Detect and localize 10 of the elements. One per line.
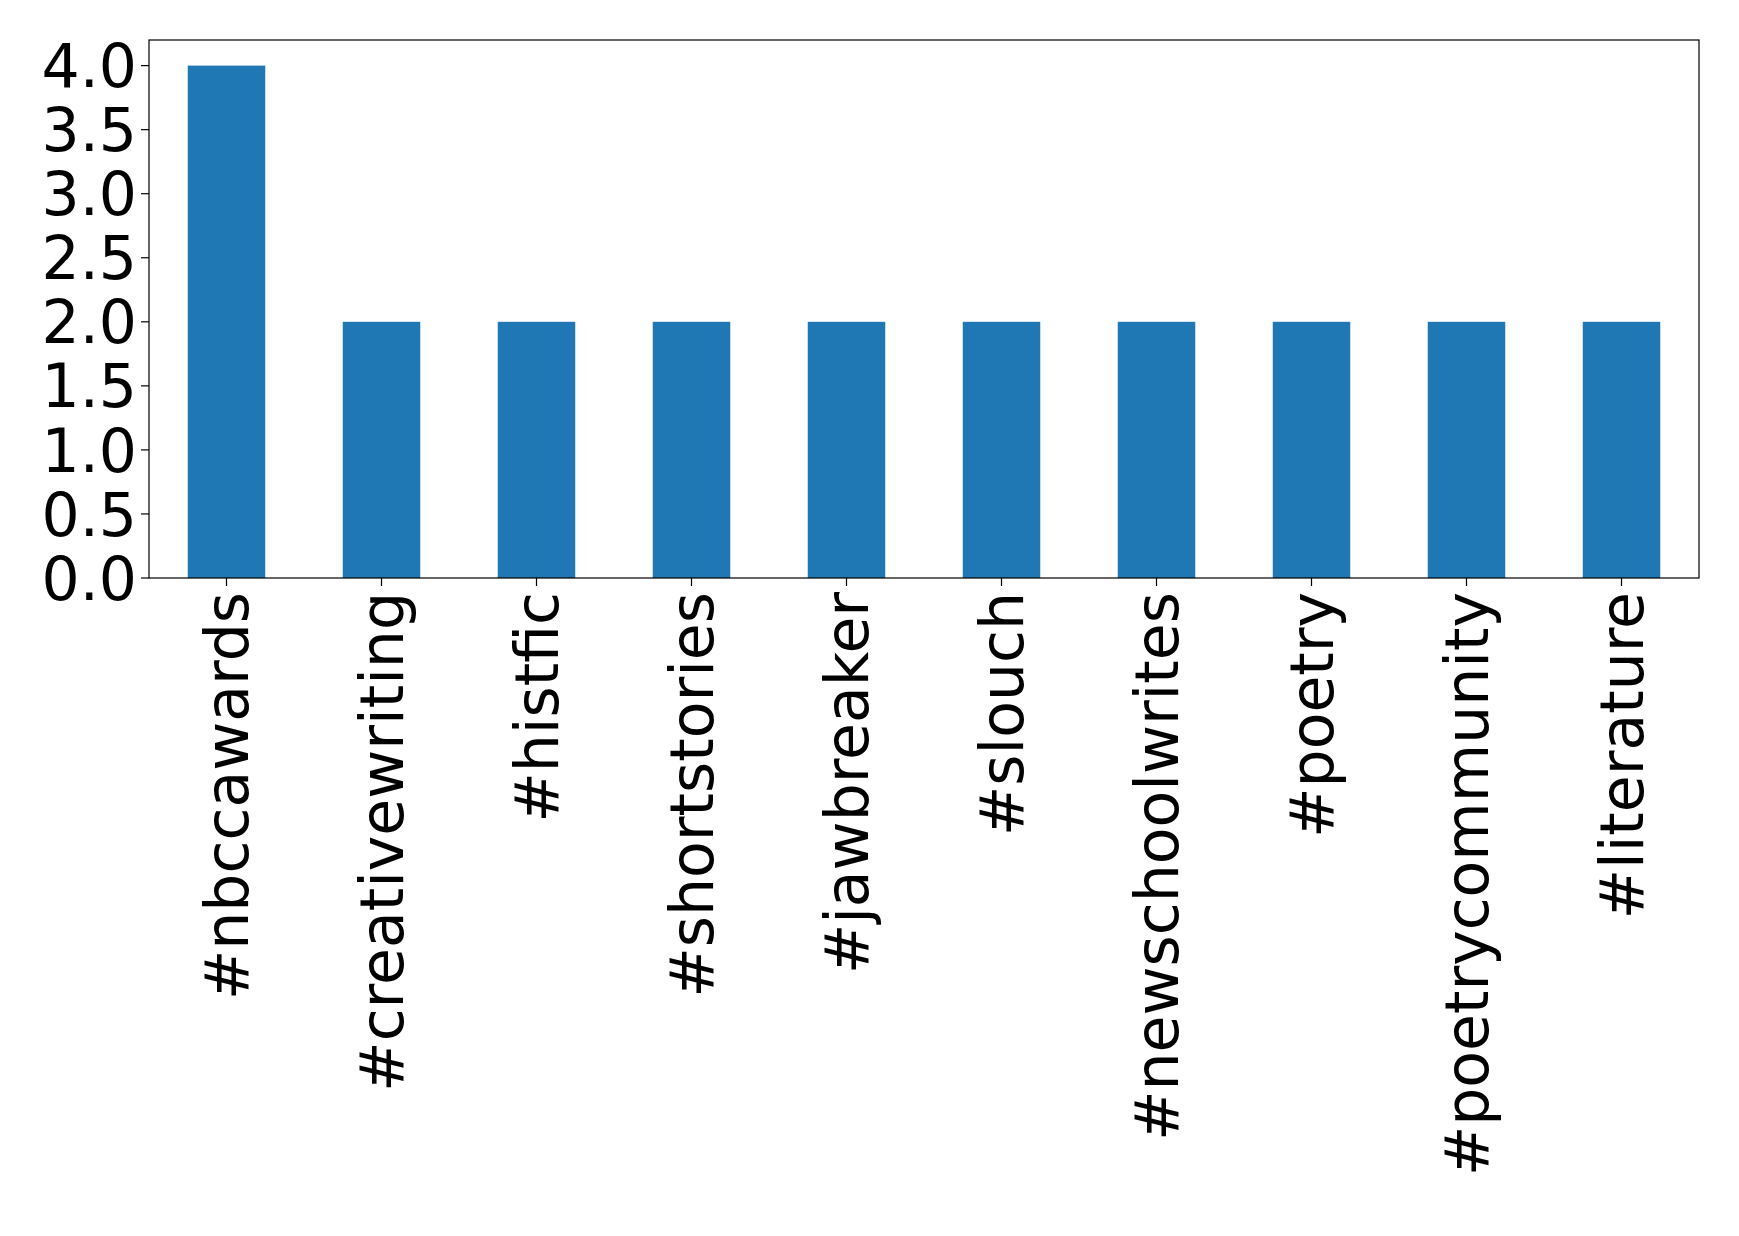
x-tick-label: #histfic [502, 592, 573, 823]
x-tick-label: #creativewriting [347, 592, 418, 1092]
x-tick-label: #slouch [967, 592, 1038, 836]
x-tick-label: #shortstories [657, 592, 728, 998]
x-tick-label: #newschoolwrites [1122, 592, 1193, 1141]
x-tick-label: #literature [1587, 592, 1658, 920]
x-tick-label: #poetrycommunity [1432, 592, 1503, 1177]
x-tick-label: #poetry [1277, 592, 1348, 838]
x-tick-label: #jawbreaker [812, 591, 883, 975]
x-tick-label: #nbccawards [192, 592, 263, 1000]
